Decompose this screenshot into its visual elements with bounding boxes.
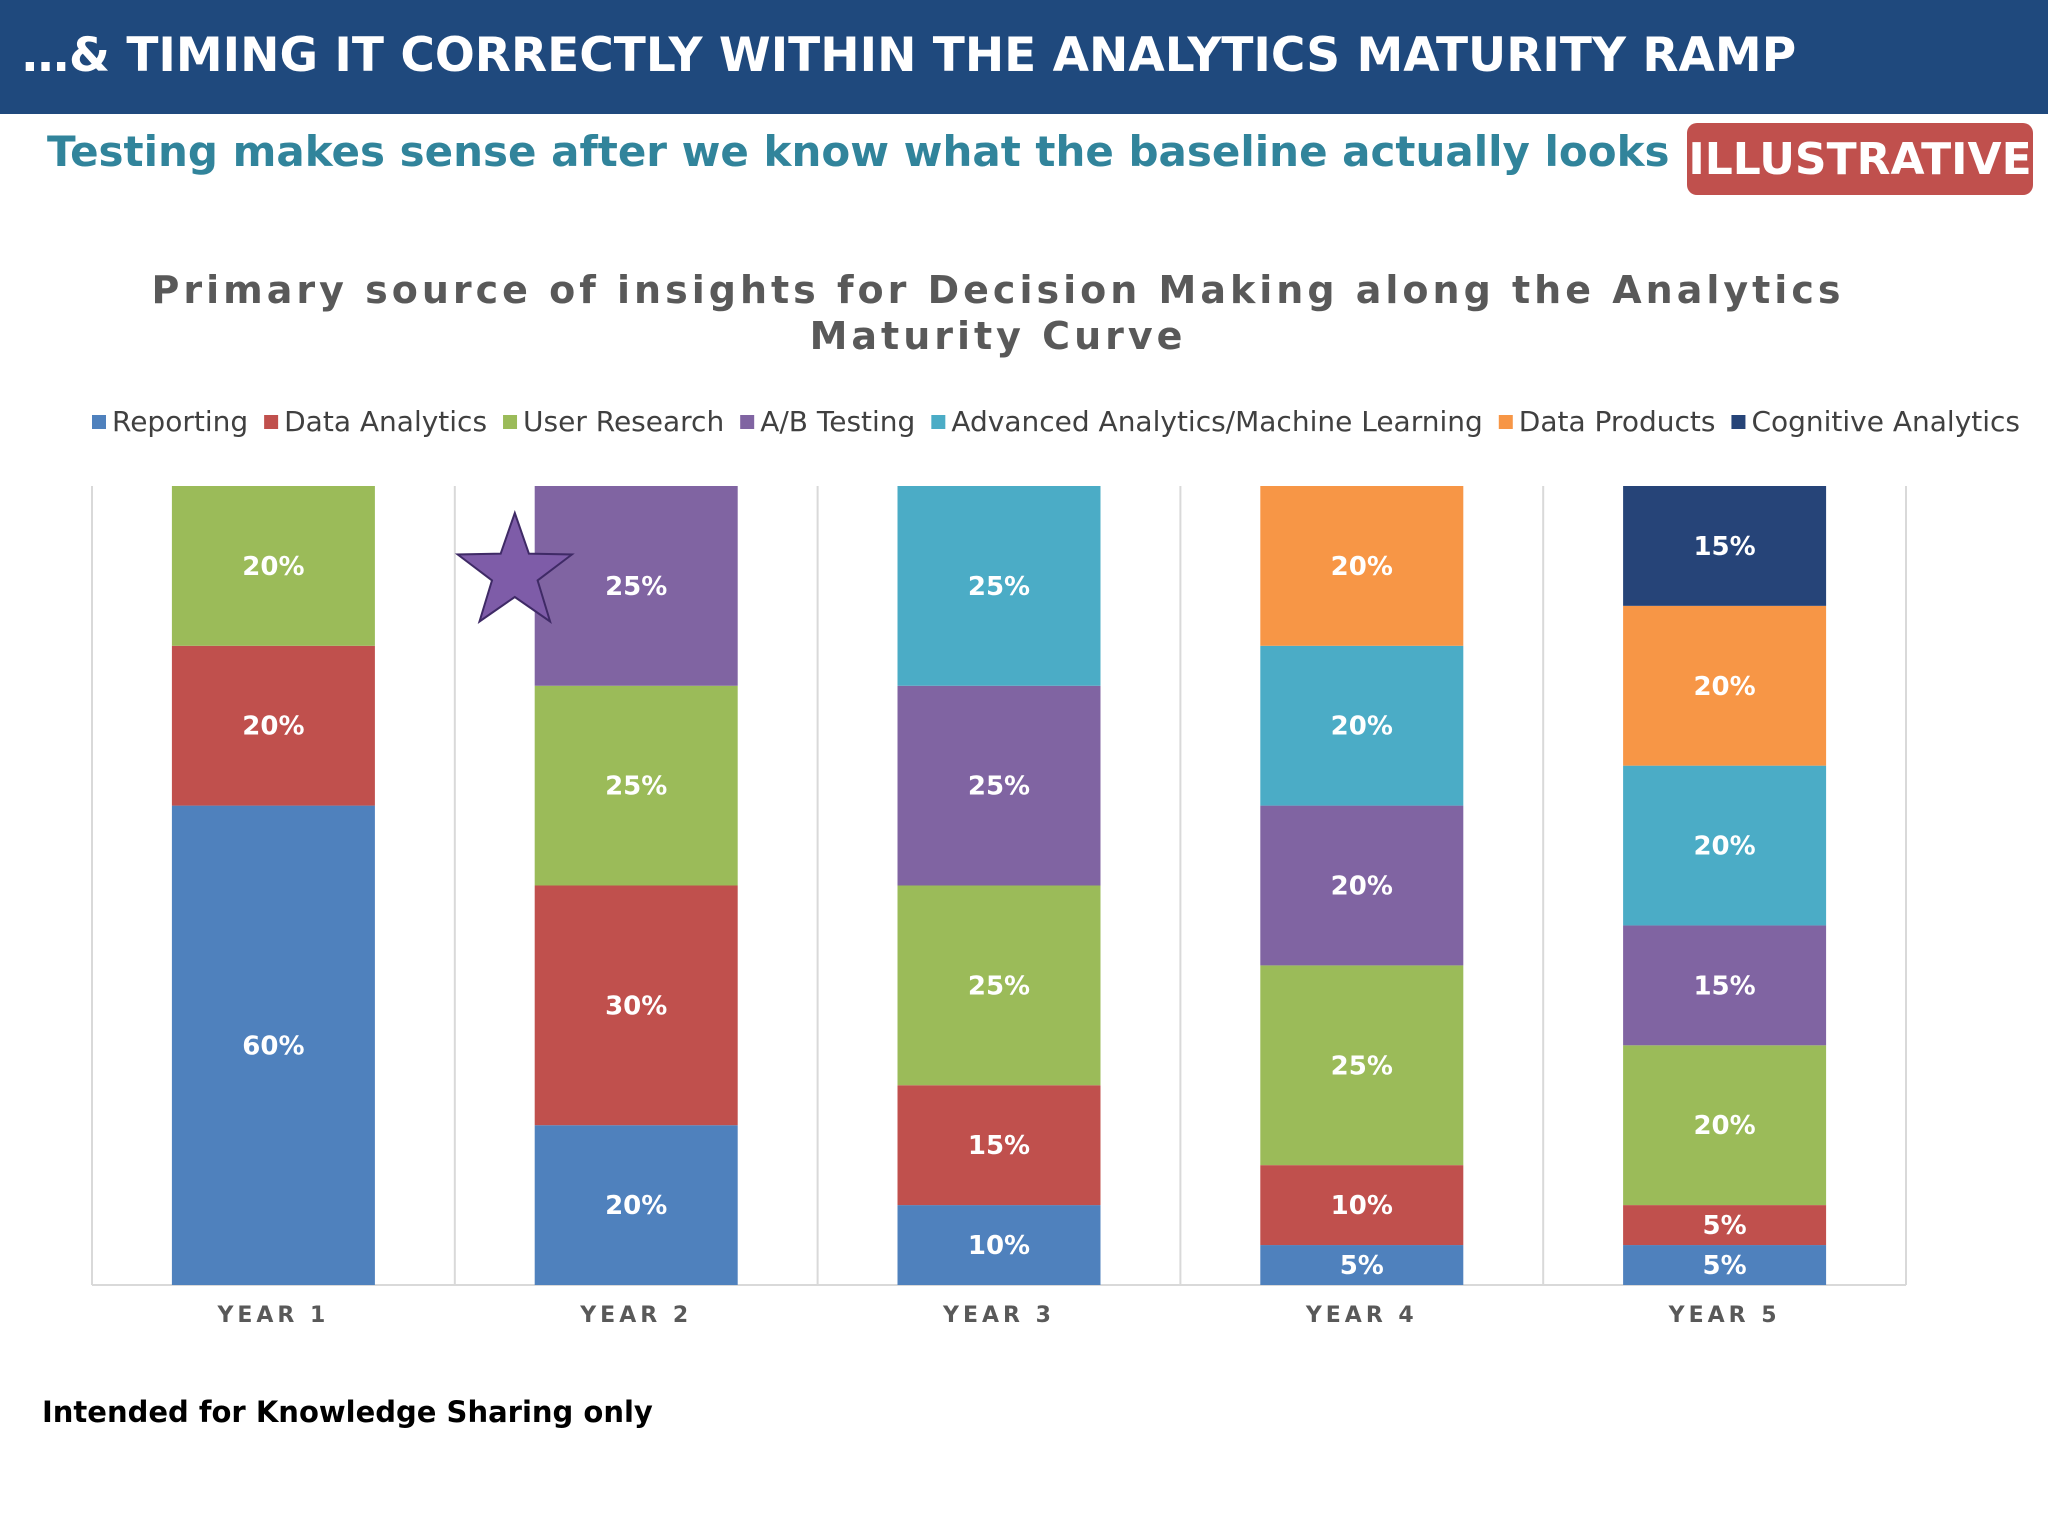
data-label: 25% [968,971,1030,1001]
header-banner: …& TIMING IT CORRECTLY WITHIN THE ANALYT… [0,0,2048,114]
bar-data-analytics-year-2 [534,885,738,1126]
legend-label-data-products: Data Products [1519,405,1716,438]
star-icon [454,509,575,624]
legend-label-reporting: Reporting [112,405,248,438]
legend-swatch-reporting [92,415,106,429]
legend-label-advanced-analytics-machine-learning: Advanced Analytics/Machine Learning [951,405,1482,438]
bar-reporting-year-4 [1260,1245,1464,1285]
x-tick-label: YEAR 1 [216,1303,329,1328]
bar-a-b-testing-year-2 [534,486,738,686]
data-label: 5% [1703,1211,1747,1241]
bar-user-research-year-1 [171,486,375,646]
legend-swatch-a-b-testing [740,415,755,429]
x-tick-label: YEAR 2 [579,1303,692,1328]
data-label: 20% [1331,712,1393,742]
slide-subtitle: Testing makes sense after we know what t… [47,127,1811,176]
legend-swatch-cognitive-analytics [1731,415,1746,429]
bar-cognitive-analytics-year-5 [1623,486,1827,606]
chart-title-line-1: Primary source of insights for Decision … [152,268,1845,312]
chart-title-line-2: Maturity Curve [810,314,1187,358]
legend-swatch-data-analytics [264,415,279,429]
bar-data-analytics-year-5 [1623,1205,1827,1246]
data-label: 10% [1331,1191,1393,1221]
data-label: 15% [1693,532,1755,562]
data-label: 20% [1331,872,1393,902]
bar-user-research-year-3 [897,885,1101,1086]
illustrative-badge: ILLUSTRATIVE [1687,123,2033,195]
data-label: 25% [968,772,1030,802]
footer-note: Intended for Knowledge Sharing only [42,1395,653,1429]
legend-label-user-research: User Research [523,405,724,438]
bar-advanced-analytics-machine-learning-year-5 [1623,765,1827,926]
data-label: 25% [605,772,667,802]
bar-reporting-year-2 [534,1125,738,1285]
bar-user-research-year-2 [534,685,738,886]
bar-data-products-year-4 [1260,486,1464,646]
bar-reporting-year-1 [171,805,375,1285]
data-label: 25% [1331,1051,1393,1081]
data-label: 30% [605,991,667,1021]
bar-data-products-year-5 [1623,605,1827,766]
bar-a-b-testing-year-4 [1260,805,1464,966]
data-label: 20% [242,712,304,742]
data-label: 20% [1331,552,1393,582]
plot-area: 60% 20% 20% YEAR 1 20% 30% 25% 25% YEAR 2 10% 15% 2… [91,486,1907,1328]
data-label: 5% [1340,1251,1384,1281]
data-label: 20% [605,1191,667,1221]
bar-reporting-year-3 [897,1205,1101,1285]
data-label: 15% [968,1131,1030,1161]
data-label: 60% [242,1031,304,1061]
bar-a-b-testing-year-5 [1623,925,1827,1046]
data-label: 5% [1703,1251,1747,1281]
data-label: 20% [1693,672,1755,702]
legend-swatch-user-research [503,415,518,429]
bar-user-research-year-4 [1260,965,1464,1166]
bar-data-analytics-year-1 [171,645,375,806]
bar-advanced-analytics-machine-learning-year-4 [1260,645,1464,806]
bar-a-b-testing-year-3 [897,685,1101,886]
legend-label-a-b-testing: A/B Testing [760,405,915,438]
x-tick-label: YEAR 5 [1668,1303,1781,1328]
data-label: 20% [242,552,304,582]
x-tick-label: YEAR 4 [1305,1303,1418,1328]
bar-reporting-year-5 [1623,1245,1827,1285]
data-label: 15% [1693,971,1755,1001]
legend-label-cognitive-analytics: Cognitive Analytics [1751,405,2020,438]
bar-data-analytics-year-4 [1260,1165,1464,1246]
legend-label-data-analytics: Data Analytics [284,405,487,438]
chart-legend: Reporting Data Analytics User Research A/B … [92,405,2020,438]
bar-data-analytics-year-3 [897,1085,1101,1206]
data-label: 25% [605,572,667,602]
data-label: 20% [1693,832,1755,862]
legend-swatch-advanced-analytics-machine-learning [931,415,946,429]
slide-title: …& TIMING IT CORRECTLY WITHIN THE ANALYT… [22,28,1797,83]
data-label: 10% [968,1231,1030,1261]
data-label: 25% [968,572,1030,602]
data-label: 20% [1693,1111,1755,1141]
stacked-bar-chart: Primary source of insights for Decision … [91,268,2020,1328]
legend-swatch-data-products [1498,415,1513,429]
x-tick-label: YEAR 3 [942,1303,1055,1328]
bar-user-research-year-5 [1623,1045,1827,1206]
bar-advanced-analytics-machine-learning-year-3 [897,486,1101,686]
